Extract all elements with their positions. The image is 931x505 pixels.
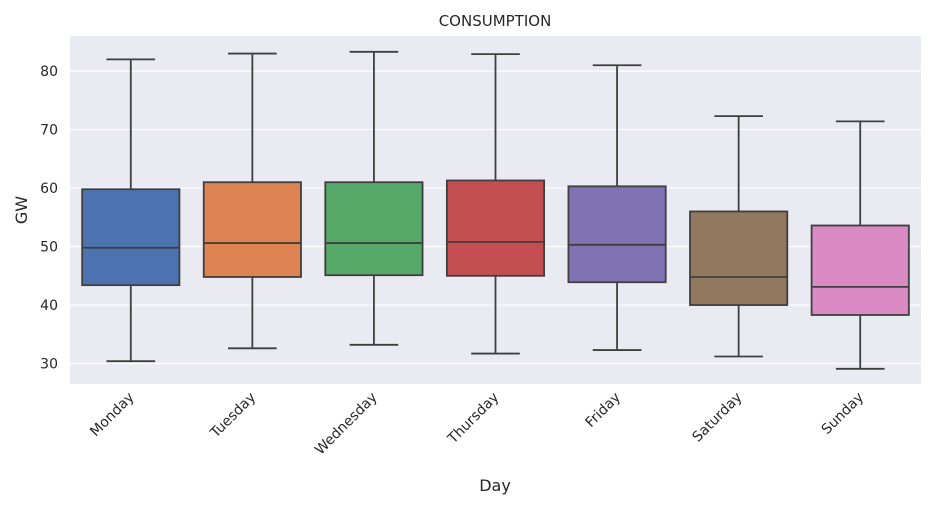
box-monday	[81, 58, 181, 363]
iqr-box	[689, 210, 789, 306]
x-tick-label: Sunday	[819, 390, 867, 438]
x-tick-label: Saturday	[690, 390, 746, 446]
x-axis-ticks: Monday Tuesday Wednesday Thursday Friday Satu…	[87, 390, 867, 459]
box-tuesday	[202, 52, 302, 350]
iqr-box	[81, 188, 181, 287]
x-tick-label: Monday	[87, 390, 137, 440]
iqr-box	[324, 181, 424, 277]
y-tick-label: 70	[40, 123, 58, 139]
y-tick-label: 80	[40, 64, 58, 80]
boxes	[81, 50, 910, 370]
iqr-box	[445, 179, 546, 277]
y-tick-label: 30	[40, 357, 58, 373]
iqr-box	[810, 224, 910, 316]
x-tick-label: Tuesday	[207, 390, 259, 442]
iqr-box	[202, 181, 302, 278]
box-sunday	[810, 120, 910, 370]
x-tick-label: Thursday	[444, 390, 502, 448]
iqr-box	[567, 185, 667, 284]
box-thursday	[445, 53, 546, 355]
y-tick-label: 50	[40, 240, 58, 256]
box-friday	[567, 64, 667, 351]
chart-title: CONSUMPTION	[439, 12, 552, 30]
y-axis-ticks: 30 40 50 60 70 80	[40, 64, 58, 372]
y-tick-label: 40	[40, 298, 58, 314]
box-wednesday	[324, 50, 424, 346]
box-saturday	[689, 115, 789, 358]
y-axis-label: GW	[12, 196, 31, 224]
x-tick-label: Wednesday	[312, 390, 381, 459]
x-axis-label: Day	[479, 476, 511, 495]
x-tick-label: Friday	[583, 390, 624, 431]
y-tick-label: 60	[40, 181, 58, 197]
